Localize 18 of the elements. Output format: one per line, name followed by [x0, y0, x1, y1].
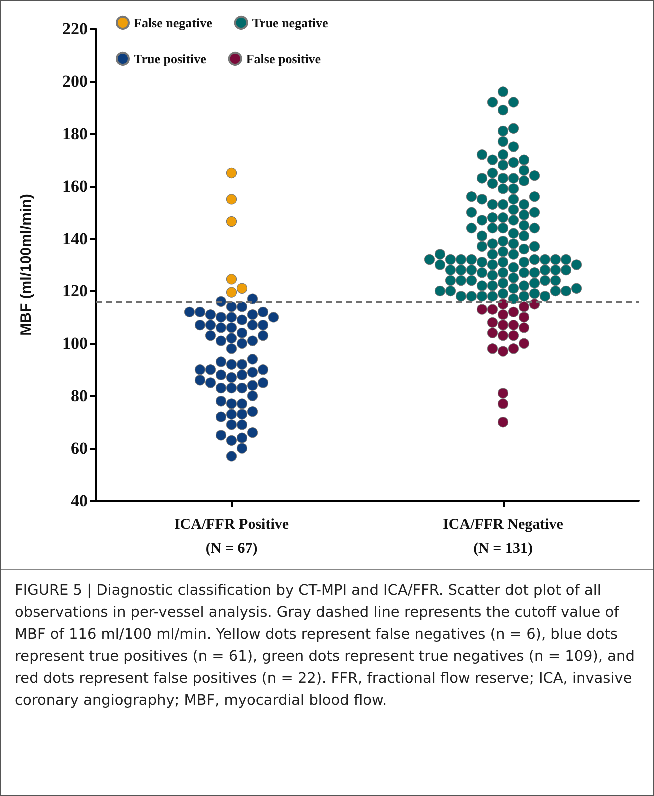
- x-tick-label: ICA/FFR Negative (N = 131): [443, 517, 564, 557]
- legend-label: False positive: [246, 52, 322, 66]
- legend-label: False negative: [134, 16, 213, 30]
- y-tick-label: 40: [71, 492, 88, 510]
- caption: FIGURE 5 | Diagnostic classification by CT-MPI and ICA/FFR. Scatter dot plot of all observations in per-vessel analysis. Gray dashed line represents the cutoff value of MBF of 116 ml/100 ml/min. Yellow dots represent false negatives (n = 6), blue dots represent true positives (n = 61), green dots represent true negatives (n = 109), and red dots represent false positives (n = 22). FFR, fractional flow reserve; ICA, invasive coronary angiography; MBF, myocardial blood flow.: [15, 582, 636, 711]
- x-tick-label: ICA/FFR Positive (N = 67): [174, 517, 290, 557]
- y-tick-label: 80: [71, 386, 88, 406]
- y-tick-label: 60: [71, 439, 88, 458]
- y-tick-label: 220: [62, 20, 88, 38]
- y-axis-title: MBF (ml/100ml/min): [18, 194, 35, 336]
- y-tick-label: 120: [62, 282, 88, 301]
- legend-label: True negative: [252, 16, 329, 30]
- y-tick-label: 140: [62, 229, 88, 248]
- y-tick-label: 100: [62, 334, 88, 354]
- y-tick-label: 160: [62, 176, 88, 196]
- legend-label: True positive: [134, 52, 207, 66]
- y-tick-label: 180: [62, 124, 88, 144]
- y-tick-label: 200: [62, 72, 88, 91]
